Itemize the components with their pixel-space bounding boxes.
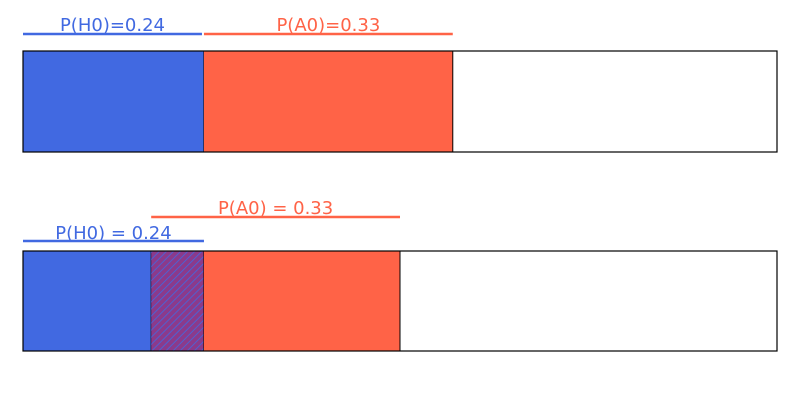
- panel-2-label-h0: P(H0) = 0.24: [55, 223, 172, 244]
- panel-2-label-a0: P(A0) = 0.33: [218, 198, 333, 219]
- panel-2-segment-h0: [23, 251, 152, 351]
- panel-2-segment-a0: [203, 251, 400, 351]
- panel-1-bar-outline: [22, 50, 778, 153]
- chart-marks-layer: P(H0)=0.24 P(A0)=0.33 P(H0) = 0.24 P(A0) = …: [22, 15, 778, 352]
- panel-2-bar-outline: [22, 250, 778, 352]
- panel-1-segment-h0: [23, 51, 204, 152]
- panel-2-segment-overlap-hatch: [151, 251, 204, 351]
- panel-1-label-a0: P(A0)=0.33: [276, 15, 380, 36]
- panel-1-segment-a0: [203, 51, 453, 152]
- panel-1-label-h0: P(H0)=0.24: [60, 15, 165, 36]
